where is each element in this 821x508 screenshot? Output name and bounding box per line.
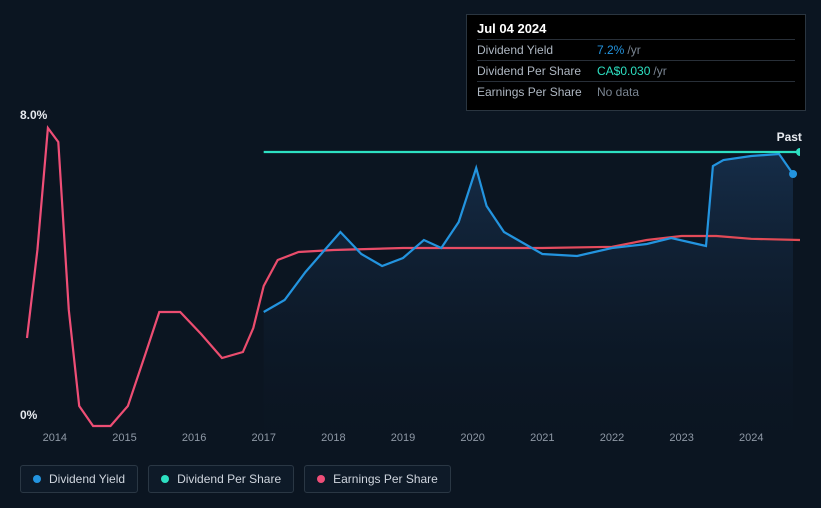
- x-tick: 2023: [669, 432, 693, 444]
- tooltip-label: Dividend Yield: [477, 43, 597, 57]
- plot-svg: [20, 110, 800, 430]
- tooltip-unit: /yr: [627, 43, 640, 57]
- x-tick: 2019: [391, 432, 415, 444]
- legend-label: Dividend Yield: [49, 472, 125, 486]
- tooltip-row-dps: Dividend Per Share CA$0.030 /yr: [477, 60, 795, 81]
- legend-label: Dividend Per Share: [177, 472, 281, 486]
- tooltip-row-eps: Earnings Per Share No data: [477, 81, 795, 102]
- tooltip-label: Dividend Per Share: [477, 64, 597, 78]
- x-tick: 2014: [43, 432, 67, 444]
- x-tick: 2021: [530, 432, 554, 444]
- x-tick: 2018: [321, 432, 345, 444]
- x-tick: 2020: [460, 432, 484, 444]
- legend-item-dividend-yield[interactable]: Dividend Yield: [20, 465, 138, 493]
- x-tick: 2017: [252, 432, 276, 444]
- dividend-chart: 8.0% 0% Past 201420152016: [0, 0, 821, 508]
- tooltip-value: 7.2%: [597, 43, 624, 57]
- x-axis: 2014 2015 2016 2017 2018 2019 2020 2021 2022 2023…: [20, 432, 800, 452]
- tooltip-label: Earnings Per Share: [477, 85, 597, 99]
- x-tick: 2024: [739, 432, 763, 444]
- legend-dot-icon: [161, 475, 169, 483]
- legend-dot-icon: [317, 475, 325, 483]
- tooltip-value: No data: [597, 85, 639, 99]
- plot-area[interactable]: Past: [20, 110, 800, 430]
- x-tick: 2015: [112, 432, 136, 444]
- legend-item-earnings-per-share[interactable]: Earnings Per Share: [304, 465, 451, 493]
- x-tick: 2022: [600, 432, 624, 444]
- chart-tooltip: Jul 04 2024 Dividend Yield 7.2% /yr Divi…: [466, 14, 806, 111]
- legend-label: Earnings Per Share: [333, 472, 438, 486]
- legend-item-dividend-per-share[interactable]: Dividend Per Share: [148, 465, 294, 493]
- tooltip-row-yield: Dividend Yield 7.2% /yr: [477, 39, 795, 60]
- legend-dot-icon: [33, 475, 41, 483]
- tooltip-value: CA$0.030: [597, 64, 650, 78]
- x-tick: 2016: [182, 432, 206, 444]
- tooltip-unit: /yr: [653, 64, 666, 78]
- past-label: Past: [777, 130, 802, 144]
- tooltip-date: Jul 04 2024: [477, 21, 795, 39]
- legend: Dividend Yield Dividend Per Share Earnin…: [20, 465, 451, 493]
